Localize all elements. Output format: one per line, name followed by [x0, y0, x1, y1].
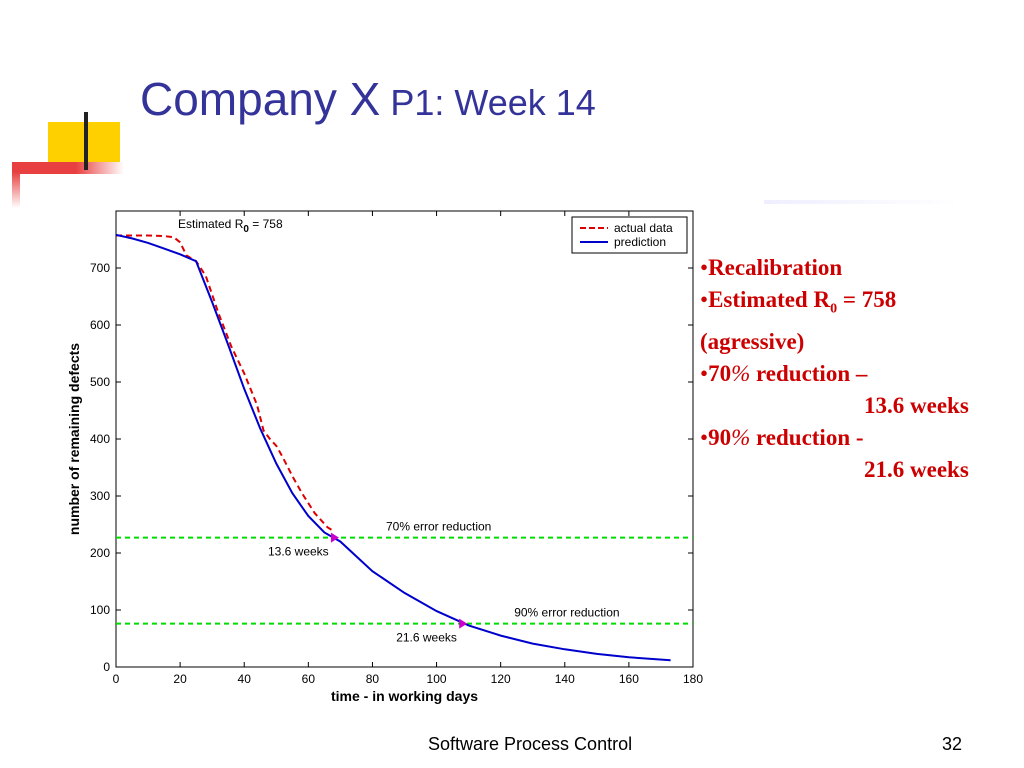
- title-x: X: [349, 73, 381, 125]
- legend-label-actual: actual data: [614, 221, 673, 235]
- x-tick-label: 100: [427, 672, 447, 686]
- x-tick-label: 0: [113, 672, 120, 686]
- x-tick-label: 20: [173, 672, 187, 686]
- y-tick-label: 200: [90, 546, 110, 560]
- deco-title-underline: [764, 200, 960, 204]
- y-tick-label: 600: [90, 318, 110, 332]
- x-tick-label: 60: [302, 672, 316, 686]
- y-tick-label: 0: [103, 660, 110, 674]
- y-axis-label: number of remaining defects: [66, 343, 82, 535]
- deco-vertical-line: [84, 112, 88, 170]
- page-number: 32: [942, 734, 963, 754]
- y-tick-label: 400: [90, 432, 110, 446]
- bullet-list: •Recalibration •Estimated R0 = 758 (agre…: [700, 252, 1010, 486]
- title-subtitle: P1: Week 14: [380, 82, 596, 123]
- series-prediction-line: [115, 233, 671, 662]
- bullet-90-reduction: •90% reduction -: [700, 424, 864, 450]
- x-tick-label: 40: [238, 672, 252, 686]
- y-tick-label: 700: [90, 261, 110, 275]
- x-axis-label: time - in working days: [331, 688, 478, 704]
- footer-text: Software Process Control: [428, 734, 633, 754]
- bullet-recalibration: •Recalibration: [700, 255, 843, 280]
- x-tick-label: 180: [683, 672, 703, 686]
- threshold-label-1: 70% error reduction: [386, 520, 491, 534]
- bullet-estimated-cont: (agressive): [700, 328, 805, 354]
- bullet-estimated: •Estimated R0 = 758: [700, 287, 897, 317]
- deco-red-fade-top: [76, 162, 124, 174]
- x-tick-label: 80: [366, 672, 380, 686]
- estimate-annotation: Estimated R0 = 758: [178, 217, 283, 235]
- threshold-marker-2: [459, 618, 468, 629]
- bullet-70-weeks: 13.6 weeks: [864, 392, 969, 418]
- x-tick-label: 140: [555, 672, 575, 686]
- y-tick-label: 300: [90, 489, 110, 503]
- y-tick-label: 500: [90, 375, 110, 389]
- legend-box: [571, 216, 688, 254]
- threshold-marker-1: [330, 532, 339, 543]
- x-tick-label: 160: [619, 672, 639, 686]
- threshold-label-2: 90% error reduction: [514, 606, 619, 620]
- deco-red-fade: [12, 172, 20, 208]
- bullet-70-reduction: •70% reduction –: [700, 360, 868, 386]
- plot-frame: [115, 210, 694, 668]
- legend-label-prediction: prediction: [614, 235, 666, 249]
- x-tick-label: 120: [491, 672, 511, 686]
- series-actual-data-line: [116, 234, 335, 533]
- deco-red-bar: [12, 162, 76, 174]
- bullet-90-weeks: 21.6 weeks: [864, 456, 969, 482]
- threshold-weeks-label-1: 13.6 weeks: [268, 545, 329, 559]
- y-tick-label: 100: [90, 603, 110, 617]
- slide-title: Company X P1: Week 14: [140, 72, 596, 126]
- title-main: Company: [140, 73, 350, 125]
- threshold-weeks-label-2: 21.6 weeks: [396, 631, 457, 645]
